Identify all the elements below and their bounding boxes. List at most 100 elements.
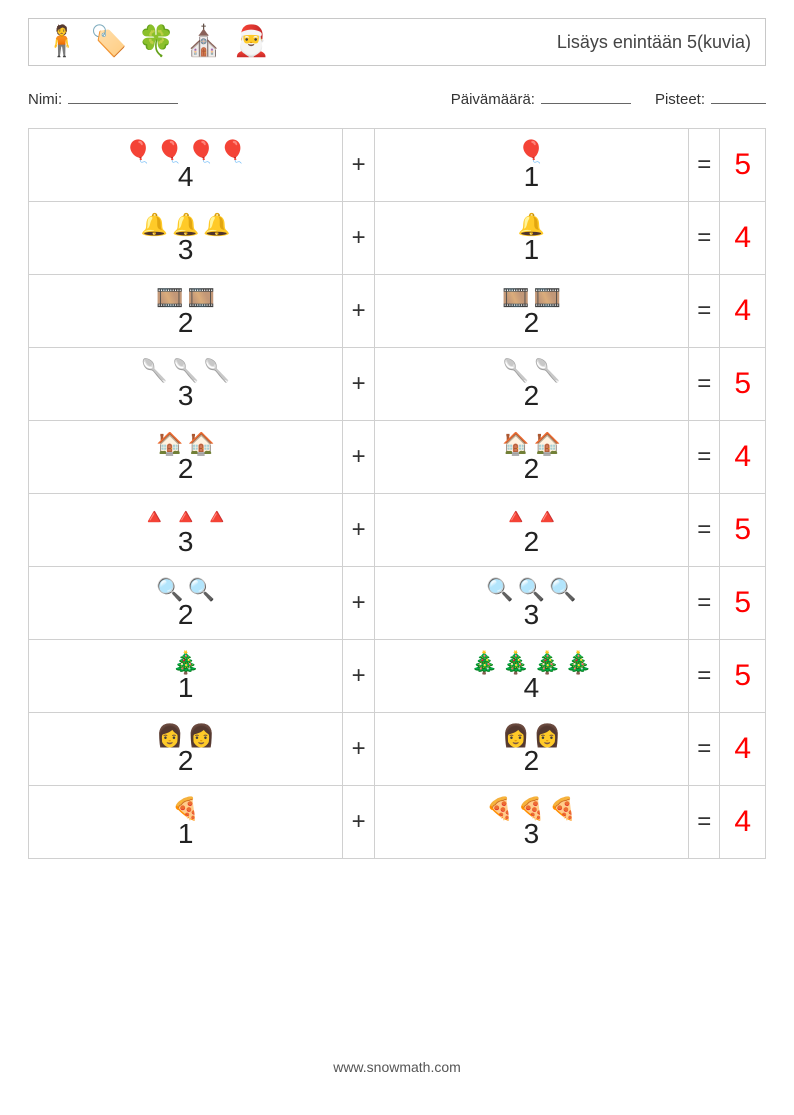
- equals-sign: =: [689, 348, 720, 421]
- score-label: Pisteet:: [655, 91, 705, 108]
- count-icon: 🏠: [156, 433, 183, 455]
- plus-sign: +: [343, 640, 374, 713]
- meta-name: Nimi:: [28, 88, 178, 108]
- count-icon: 🎄: [565, 652, 592, 674]
- answer-value: 4: [734, 440, 751, 473]
- plus-sign: +: [343, 275, 374, 348]
- date-blank[interactable]: [541, 88, 631, 104]
- problem-row: 🔔🔔🔔3+🔔1=4: [29, 202, 766, 275]
- answer-value: 4: [734, 294, 751, 327]
- header-box: 🧍 🏷️ 🍀 ⛪ 🎅 Lisäys enintään 5(kuvia): [28, 18, 766, 66]
- count-icon: 🔍: [549, 579, 576, 601]
- left-number: 3: [178, 236, 194, 264]
- right-number: 2: [524, 747, 540, 775]
- count-icon: 🔍: [188, 579, 215, 601]
- problems-table: 🎈🎈🎈🎈4+🎈1=5🔔🔔🔔3+🔔1=4🎞️🎞️2+🎞️🎞️2=4🥄🥄🥄3+🥄🥄2…: [28, 128, 766, 859]
- left-number: 2: [178, 309, 194, 337]
- left-number: 1: [178, 674, 194, 702]
- right-operand: 🎈1: [374, 129, 688, 202]
- equals-sign: =: [689, 202, 720, 275]
- right-number: 4: [524, 674, 540, 702]
- equals-sign: =: [689, 786, 720, 859]
- right-operand: 🔍🔍🔍3: [374, 567, 688, 640]
- count-icon: 🎈: [219, 141, 246, 163]
- left-operand: 🔺🔺🔺3: [29, 494, 343, 567]
- count-icon: 🔺: [502, 506, 529, 528]
- count-icon: 🎞️: [156, 287, 183, 309]
- count-icon: 👩: [156, 725, 183, 747]
- equals-sign: =: [689, 567, 720, 640]
- left-operand: 👩👩2: [29, 713, 343, 786]
- right-operand: 🔔1: [374, 202, 688, 275]
- header-icons: 🧍 🏷️ 🍀 ⛪ 🎅: [43, 27, 270, 57]
- equals-sign: =: [689, 494, 720, 567]
- right-number: 3: [524, 820, 540, 848]
- equals-sign: =: [689, 421, 720, 494]
- left-operand: 🎈🎈🎈🎈4: [29, 129, 343, 202]
- count-icon: 🎈: [518, 141, 545, 163]
- plus-sign: +: [343, 348, 374, 421]
- right-operand: 🏠🏠2: [374, 421, 688, 494]
- problem-row: 🏠🏠2+🏠🏠2=4: [29, 421, 766, 494]
- count-icon: 👩: [502, 725, 529, 747]
- count-icon: 🥄: [533, 360, 560, 382]
- count-icon: 🎈: [156, 141, 183, 163]
- right-operand: 🎄🎄🎄🎄4: [374, 640, 688, 713]
- plus-sign: +: [343, 129, 374, 202]
- right-operand: 👩👩2: [374, 713, 688, 786]
- count-icon: 🎈: [125, 141, 152, 163]
- problem-row: 👩👩2+👩👩2=4: [29, 713, 766, 786]
- count-icon: 🔺: [141, 506, 168, 528]
- count-icon: 👩: [188, 725, 215, 747]
- equals-sign: =: [689, 713, 720, 786]
- count-icon: 🔍: [156, 579, 183, 601]
- count-icon: 🥄: [141, 360, 168, 382]
- footer: www.snowmath.com: [28, 1059, 766, 1075]
- count-icon: 🏠: [502, 433, 529, 455]
- date-label: Päivämäärä:: [451, 91, 535, 108]
- right-number: 1: [524, 163, 540, 191]
- answer-cell: 5: [720, 640, 766, 713]
- count-icon: 🔍: [486, 579, 513, 601]
- equals-sign: =: [689, 640, 720, 713]
- right-number: 3: [524, 601, 540, 629]
- plus-sign: +: [343, 202, 374, 275]
- count-icon: 🍕: [518, 798, 545, 820]
- count-icon: 🔔: [518, 214, 545, 236]
- meta-row: Nimi: Päivämäärä: Pisteet:: [28, 88, 766, 108]
- left-operand: 🏠🏠2: [29, 421, 343, 494]
- equals-sign: =: [689, 275, 720, 348]
- count-icon: 🥄: [502, 360, 529, 382]
- score-blank[interactable]: [711, 88, 766, 104]
- count-icon: 🔍: [518, 579, 545, 601]
- problem-row: 🥄🥄🥄3+🥄🥄2=5: [29, 348, 766, 421]
- answer-value: 4: [734, 221, 751, 254]
- left-number: 3: [178, 382, 194, 410]
- left-operand: 🥄🥄🥄3: [29, 348, 343, 421]
- count-icon: 🥄: [172, 360, 199, 382]
- count-icon: 🔔: [141, 214, 168, 236]
- header-icon-5: 🎅: [232, 27, 269, 57]
- answer-value: 5: [734, 148, 751, 181]
- answer-value: 5: [734, 513, 751, 546]
- count-icon: 🔺: [203, 506, 230, 528]
- answer-cell: 4: [720, 421, 766, 494]
- count-icon: 🎞️: [533, 287, 560, 309]
- count-icon: 🔺: [533, 506, 560, 528]
- left-number: 2: [178, 747, 194, 775]
- answer-cell: 4: [720, 786, 766, 859]
- right-operand: 🎞️🎞️2: [374, 275, 688, 348]
- answer-cell: 5: [720, 494, 766, 567]
- problem-row: 🔍🔍2+🔍🔍🔍3=5: [29, 567, 766, 640]
- problem-row: 🎈🎈🎈🎈4+🎈1=5: [29, 129, 766, 202]
- count-icon: 🍕: [486, 798, 513, 820]
- name-blank[interactable]: [68, 88, 178, 104]
- left-operand: 🍕1: [29, 786, 343, 859]
- problem-row: 🎄1+🎄🎄🎄🎄4=5: [29, 640, 766, 713]
- count-icon: 🔔: [172, 214, 199, 236]
- plus-sign: +: [343, 713, 374, 786]
- answer-cell: 4: [720, 275, 766, 348]
- header-icon-3: 🍀: [138, 27, 175, 57]
- right-number: 2: [524, 528, 540, 556]
- right-number: 1: [524, 236, 540, 264]
